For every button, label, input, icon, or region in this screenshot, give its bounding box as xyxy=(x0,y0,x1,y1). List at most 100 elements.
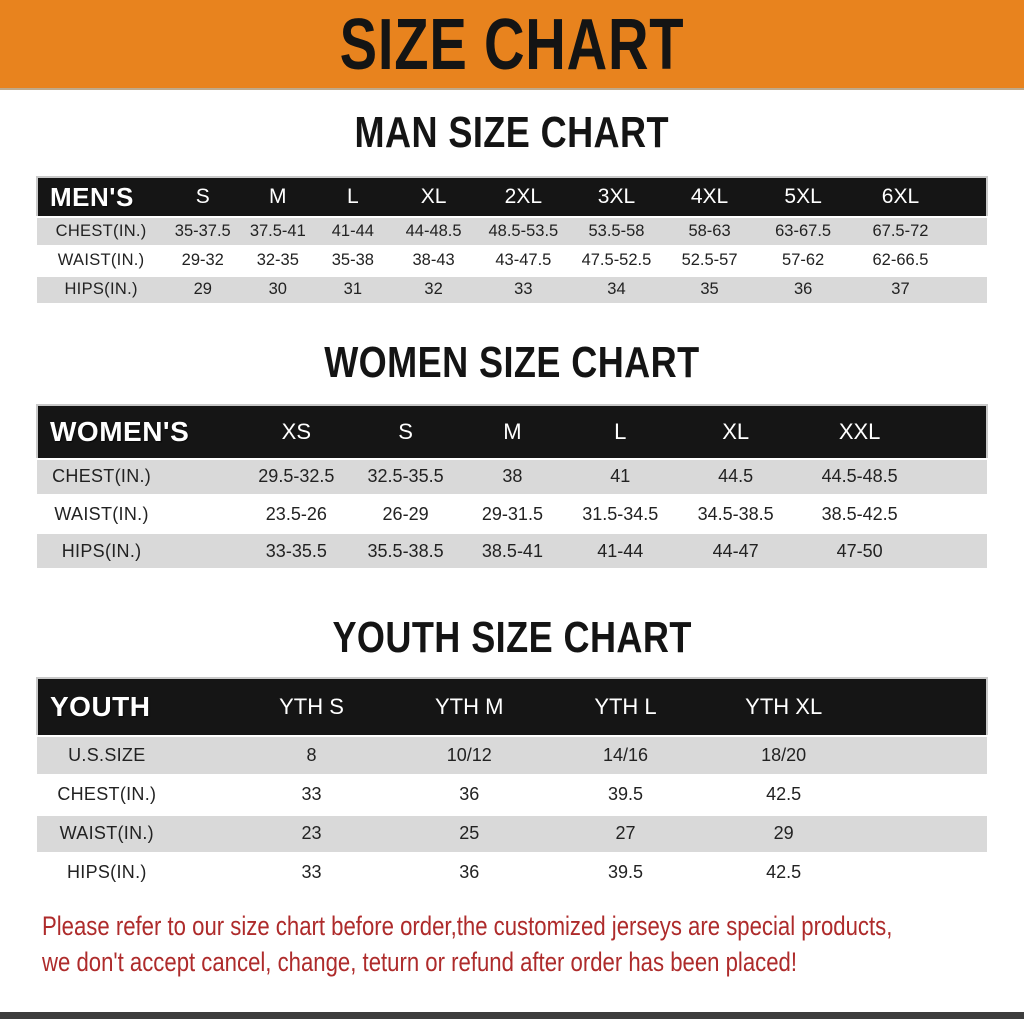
women-row-label: WAIST(IN.) xyxy=(37,495,167,534)
men-size-value-cell: 38-43 xyxy=(390,246,477,277)
youth-size-table: YOUTH YTH S YTH M YTH L YTH XL U.S.SIZE 8 10/12… xyxy=(36,677,988,894)
women-row-lead-spacer xyxy=(166,495,242,534)
youth-size-column-header: YTH M xyxy=(391,677,548,737)
women-size-column-header: XL xyxy=(675,403,796,460)
notice-line-2: we don't accept cancel, change, teturn o… xyxy=(42,944,1024,980)
notice-line-2-text: we don't accept cancel, change, teturn o… xyxy=(42,946,798,977)
men-size-value-cell: 58-63 xyxy=(663,217,757,248)
women-size-value-cell: 29.5-32.5 xyxy=(241,458,352,497)
men-size-table: MEN'S S M L XL 2XL 3XL 4XL 5XL 6XL CHEST(IN.) 35-37… xyxy=(35,176,989,306)
youth-size-column-header: YTH XL xyxy=(703,677,864,737)
women-row-trail-spacer xyxy=(923,532,987,571)
size-chart-banner: SIZE CHART xyxy=(0,0,1024,90)
women-size-value-cell: 38 xyxy=(459,458,566,497)
men-size-column-header: 2XL xyxy=(476,176,570,218)
youth-size-value-cell: 27 xyxy=(547,814,704,855)
women-section-title-text: WOMEN SIZE CHART xyxy=(324,337,700,387)
women-header-spacer xyxy=(923,403,988,460)
women-size-value-cell: 41-44 xyxy=(565,532,676,571)
women-header-bar: WOMEN'S XS S M L XL XXL xyxy=(35,403,988,460)
youth-row-label: U.S.SIZE xyxy=(37,736,177,777)
youth-size-value-cell: 29 xyxy=(703,814,864,855)
youth-table-row: CHEST(IN.) 33 36 39.5 42.5 xyxy=(37,775,987,816)
women-size-value-cell: 31.5-34.5 xyxy=(565,495,676,534)
men-size-value-cell: 34 xyxy=(569,275,663,306)
men-size-column-header: L xyxy=(315,176,391,218)
men-table-row: WAIST(IN.) 29-32 32-35 35-38 38-43 43-47.5 47.… xyxy=(37,246,987,277)
women-size-value-cell: 44-47 xyxy=(675,532,796,571)
men-size-value-cell: 52.5-57 xyxy=(663,246,757,277)
women-row-trail-spacer xyxy=(923,495,987,534)
women-size-chart-section: WOMEN SIZE CHART WOMEN'S XS S M L XL XXL CHEST(I… xyxy=(0,338,1024,571)
youth-size-value-cell: 39.5 xyxy=(547,853,704,894)
youth-row-trail-spacer xyxy=(863,814,987,855)
men-size-column-header: 4XL xyxy=(663,176,757,218)
men-size-value-cell: 44-48.5 xyxy=(390,217,477,248)
men-size-value-cell: 57-62 xyxy=(756,246,851,277)
men-row-trail-spacer xyxy=(950,217,987,248)
women-category-label: WOMEN'S xyxy=(35,403,242,460)
women-size-value-cell: 44.5-48.5 xyxy=(795,458,924,497)
men-section-title-text: MAN SIZE CHART xyxy=(354,108,670,157)
men-size-column-header: 6XL xyxy=(850,176,951,218)
men-size-value-cell: 29 xyxy=(165,275,241,306)
order-notice: Please refer to our size chart before or… xyxy=(42,908,1024,980)
men-size-value-cell: 33 xyxy=(476,275,570,306)
women-row-lead-spacer xyxy=(166,532,242,571)
women-row-label: CHEST(IN.) xyxy=(37,458,167,497)
men-table-row: CHEST(IN.) 35-37.5 37.5-41 41-44 44-48.5 48.5… xyxy=(37,217,987,248)
youth-header-bar: YOUTH YTH S YTH M YTH L YTH XL xyxy=(36,677,988,737)
women-size-table: WOMEN'S XS S M L XL XXL CHEST(IN.) 29.5-32.5 32.5… xyxy=(35,403,988,571)
youth-table-row: U.S.SIZE 8 10/12 14/16 18/20 xyxy=(37,736,987,777)
youth-size-value-cell: 14/16 xyxy=(547,736,704,777)
women-table-row: HIPS(IN.) 33-35.5 35.5-38.5 38.5-41 41-44 44-… xyxy=(37,532,987,571)
women-section-title: WOMEN SIZE CHART xyxy=(0,338,1024,388)
men-size-value-cell: 36 xyxy=(756,275,851,306)
youth-section-title: YOUTH SIZE CHART xyxy=(0,613,1024,663)
youth-size-value-cell: 36 xyxy=(391,853,548,894)
youth-row-trail-spacer xyxy=(863,775,987,816)
women-size-value-cell: 38.5-41 xyxy=(459,532,566,571)
women-size-column-header: L xyxy=(565,403,676,460)
men-size-value-cell: 53.5-58 xyxy=(569,217,663,248)
women-size-value-cell: 32.5-35.5 xyxy=(351,458,460,497)
youth-size-value-cell: 42.5 xyxy=(703,853,864,894)
women-size-value-cell: 38.5-42.5 xyxy=(795,495,924,534)
men-size-column-header: M xyxy=(240,176,316,218)
notice-line-1-text: Please refer to our size chart before or… xyxy=(42,910,893,941)
women-row-trail-spacer xyxy=(923,458,987,497)
men-size-value-cell: 31 xyxy=(315,275,391,306)
youth-header-spacer xyxy=(863,677,988,737)
youth-row-label: CHEST(IN.) xyxy=(37,775,177,816)
men-row-trail-spacer xyxy=(950,275,987,306)
women-size-column-header: M xyxy=(459,403,566,460)
size-chart-sections: MAN SIZE CHART MEN'S S M L XL 2XL 3XL 4XL 5XL 6XL C… xyxy=(0,108,1024,894)
youth-section-title-text: YOUTH SIZE CHART xyxy=(332,613,692,662)
men-size-value-cell: 32-35 xyxy=(240,246,316,277)
youth-category-label: YOUTH xyxy=(36,677,232,737)
men-size-column-header: XL xyxy=(390,176,477,218)
women-size-value-cell: 29-31.5 xyxy=(459,495,566,534)
youth-size-chart-section: YOUTH SIZE CHART YOUTH YTH S YTH M YTH L YTH … xyxy=(0,613,1024,894)
men-size-value-cell: 37.5-41 xyxy=(240,217,316,248)
men-size-value-cell: 43-47.5 xyxy=(476,246,570,277)
women-size-value-cell: 44.5 xyxy=(675,458,796,497)
women-size-column-header: XXL xyxy=(795,403,924,460)
youth-row-label: HIPS(IN.) xyxy=(37,853,177,894)
youth-row-lead-spacer xyxy=(176,736,232,777)
youth-size-value-cell: 33 xyxy=(231,853,392,894)
men-size-value-cell: 47.5-52.5 xyxy=(569,246,663,277)
women-table-row: CHEST(IN.) 29.5-32.5 32.5-35.5 38 41 44.5 44.5… xyxy=(37,458,987,497)
men-size-value-cell: 30 xyxy=(240,275,316,306)
youth-size-value-cell: 36 xyxy=(391,775,548,816)
youth-row-lead-spacer xyxy=(176,814,232,855)
men-section-title: MAN SIZE CHART xyxy=(0,108,1024,158)
women-size-column-header: S xyxy=(351,403,460,460)
youth-table-row: WAIST(IN.) 23 25 27 29 xyxy=(37,814,987,855)
men-size-value-cell: 62-66.5 xyxy=(850,246,951,277)
men-size-column-header: S xyxy=(165,176,241,218)
women-size-value-cell: 47-50 xyxy=(795,532,924,571)
men-size-value-cell: 63-67.5 xyxy=(756,217,851,248)
men-size-value-cell: 32 xyxy=(390,275,477,306)
women-size-value-cell: 34.5-38.5 xyxy=(675,495,796,534)
